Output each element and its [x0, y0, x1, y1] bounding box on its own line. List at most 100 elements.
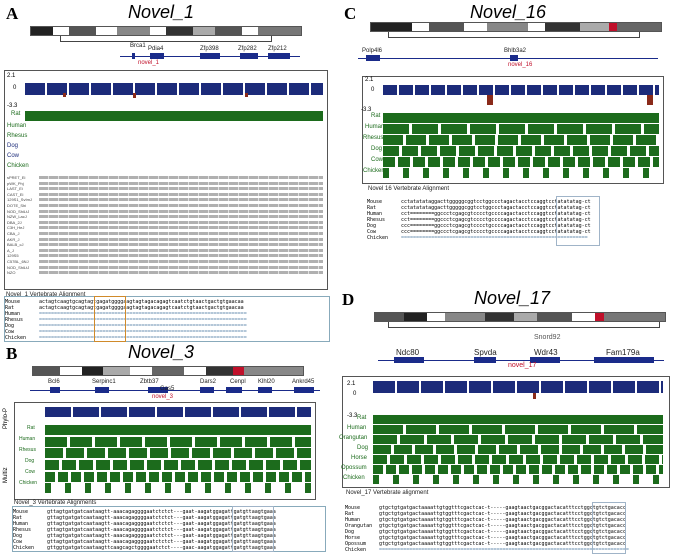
strain-track	[39, 254, 323, 258]
alignment-species: Rhesus	[367, 217, 386, 223]
strain-track	[39, 176, 323, 179]
strain-track	[39, 226, 323, 230]
alignment-row: Human cct========ggccctcgagcgtcccctgcccca…	[367, 211, 591, 217]
alignment-species: Rat	[367, 205, 377, 211]
conservation-track	[383, 85, 659, 95]
strain-label: NZO	[7, 270, 16, 276]
alignment-sequence: gttagtgatgatcaataagtt-aaacagaggggaatctct…	[47, 521, 276, 527]
strain-track	[39, 192, 323, 196]
multiz-row	[373, 435, 663, 444]
alignment-species: Dog	[13, 533, 23, 539]
gene-label: Cenpl	[230, 379, 246, 385]
strain-track	[39, 220, 323, 224]
alignment-species: Rat	[5, 305, 15, 311]
gene-label: Brca1	[130, 43, 146, 49]
species-label: Chicken	[19, 480, 38, 486]
alignment-sequence: gtgctgtgatgactaaaattgtggtttcgactcac-t---…	[379, 511, 626, 517]
alignment-row: Rat actagtcaagtgcagtagtgagatggggaagtagtag…	[5, 305, 244, 311]
conservation-track	[373, 381, 663, 393]
strain-track	[39, 237, 323, 241]
scale-zero: 0	[13, 85, 17, 91]
species-label: Dog	[357, 445, 369, 451]
alignment-row: Rat cctatatataggacttgggggcggtcctggccctaga…	[367, 205, 591, 211]
alignment-species: Chicken	[13, 545, 35, 551]
browser-box: 2.1 0 -3.3 Rat Human Rhesus Dog Cow Chic…	[4, 70, 328, 290]
alignment-row: Chicken gttggtgatgatcaataagttcaagcagctggg…	[13, 545, 276, 551]
strain-label: DOTE_Shi	[7, 203, 27, 208]
alignment-row: Cow ccc========ggccctcgagcgtcccctgccccaga…	[367, 229, 591, 235]
alignment-sequence: gtgctgtgatgactaaaattgtggtttcgactcac-t---…	[379, 517, 626, 523]
alignment-species: Mouse	[345, 505, 361, 511]
multiz-row	[383, 168, 659, 178]
alignment-row: Chicken =================================…	[345, 547, 629, 553]
alignment-species: Cow	[5, 329, 15, 335]
multiz-row	[383, 113, 659, 123]
alignment-sequence: actagtcaagtgcagtagtgagatggggaagtagtagaca…	[39, 299, 244, 305]
alignment-sequence: gtgctgtgatgactaaaattgtggtttcgactcac-t---…	[379, 535, 626, 541]
species-label: Dog	[25, 458, 35, 464]
alignment-row: Chicken =================================…	[367, 235, 588, 241]
multiz-row	[373, 445, 663, 454]
gene-label: Serpinc1	[92, 379, 116, 385]
alignment-row: Opossum gtgctgtgatgactaaaattgtggtttcgactc…	[345, 541, 626, 547]
panel-c: C Novel_16 Polp4l6 Bhlb3a2 novel_16 2.1 …	[338, 0, 676, 280]
scale-min: -3.3	[7, 103, 18, 109]
alignment-sequence: cct========ggccctcgagcgtcccctgccccagacta…	[401, 211, 591, 217]
species-label: Chicken	[7, 163, 29, 169]
alignment-sequence: gttagtgatgatcaataagtt-aaacagaggggaatctct…	[47, 509, 276, 515]
browser-box: 2.1 0 -3.3 Rat Human Rhesus Dog Cow Chic…	[361, 76, 664, 184]
scale-max: 2.1	[347, 381, 356, 387]
scale-zero: 0	[353, 391, 357, 397]
multiz-row	[45, 436, 311, 447]
strain-track	[39, 271, 323, 275]
alignment-row: Cow =====================================…	[5, 329, 247, 335]
alignment-row: Orangutan gtgctgtgatgactaaaattgtggtttcgac…	[345, 523, 626, 529]
alignment-species: Rhesus	[13, 527, 32, 533]
strain-track	[39, 204, 323, 207]
highlight-box	[592, 502, 626, 554]
multiz-row	[45, 483, 311, 494]
species-label: Rhesus	[7, 133, 28, 139]
panel-d: D Novel_17 Snord92 Ndc80 Spvda Wdr43 Fam…	[338, 284, 676, 554]
alignment-d: Mouse gtgctgtgatgactaaaattgtggtttcgactcac…	[344, 502, 672, 554]
alignment-row: Dog gtgctgtgatgactaaaattgtggtttcgactcac-t…	[345, 529, 626, 535]
alignment-species: Cow	[13, 539, 23, 545]
species-label: Dog	[371, 146, 383, 152]
chromosome-ideogram	[30, 26, 302, 36]
strain-label: 129S5	[7, 253, 19, 259]
multiz-row	[373, 425, 663, 434]
alignment-species: Mouse	[5, 299, 21, 305]
multiz-row	[383, 124, 659, 134]
scale-min: -3.3	[361, 107, 372, 113]
alignment-species: Horse	[345, 535, 361, 541]
strain-label: A_J	[7, 247, 14, 253]
alignment-row: Rhesus cct========ggccctcgagcgtcccctgcccc…	[367, 217, 591, 223]
track-side-label: Phylo-P	[3, 407, 9, 429]
alignment-row: Mouse gtgctgtgatgactaaaattgtggtttcgactcac…	[345, 505, 626, 511]
panel-title: Novel_17	[474, 288, 551, 308]
strain-track	[39, 215, 323, 219]
alignment-row: Mouse cctatatataggacttgggggcggtcctggcccta…	[367, 199, 591, 205]
gene-track-line	[358, 58, 658, 59]
alignment-c: Mouse cctatatataggacttgggggcggtcctggcccta…	[366, 196, 668, 246]
alignment-species: Rhesus	[5, 317, 24, 323]
highlight-box	[556, 196, 600, 246]
strain-track	[39, 265, 323, 269]
species-label: Chicken	[363, 168, 385, 174]
track-side-label: Multiz	[3, 467, 9, 483]
panel-letter: A	[6, 4, 19, 23]
species-label: Orangutan	[339, 435, 368, 441]
gene-label: Ndc80	[396, 348, 420, 357]
scale-zero: 0	[371, 87, 375, 93]
species-label: Rat	[371, 113, 381, 119]
strain-track	[39, 209, 323, 213]
gene-label: Bcl6	[48, 379, 60, 385]
chromosome-ideogram	[374, 312, 666, 322]
gene-label: Zfp212	[268, 46, 287, 52]
scale-max: 2.1	[7, 73, 16, 79]
strain-label: LAST_Ei	[7, 186, 23, 192]
alignment-sequence: ========================================…	[39, 329, 247, 335]
chromosome-ideogram	[32, 366, 304, 376]
gene-label: Fam179a	[606, 348, 640, 357]
alignment-title: Novel_1 Vertebrate Alignment	[6, 292, 86, 298]
